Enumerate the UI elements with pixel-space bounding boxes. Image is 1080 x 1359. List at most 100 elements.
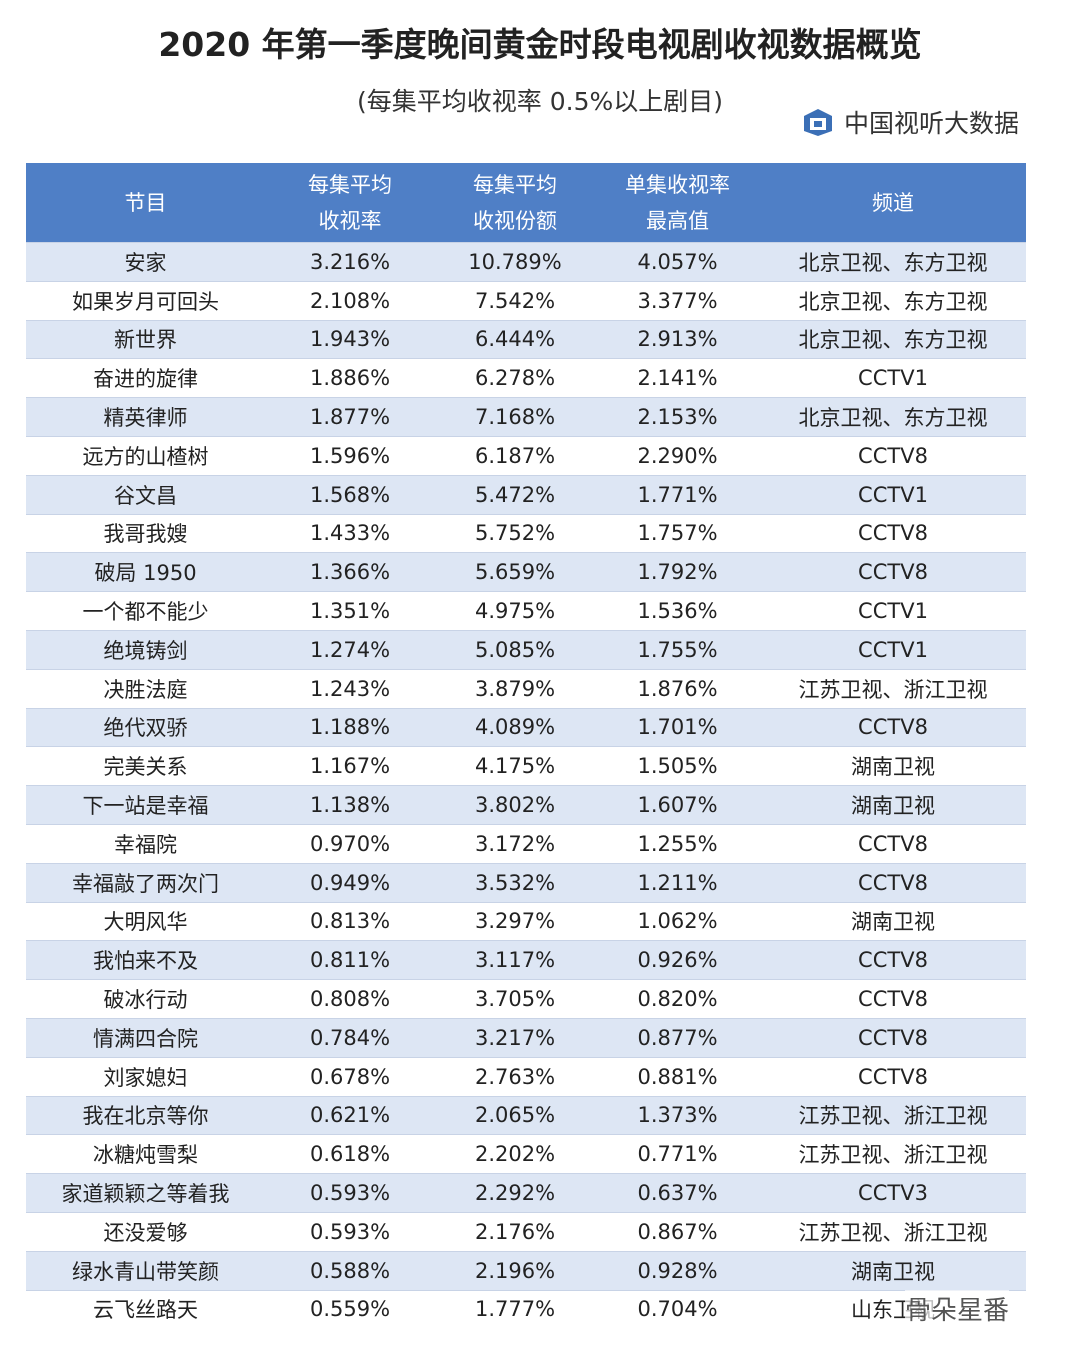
table-cell: 1.211% bbox=[595, 862, 760, 903]
table-cell: 3.216% bbox=[265, 242, 435, 282]
table-row: 绝境铸剑 1.274% 5.085% 1.755% CCTV1 bbox=[26, 629, 1026, 670]
table-cell: CCTV1 bbox=[760, 591, 1026, 631]
table-cell: 2.196% bbox=[435, 1250, 595, 1291]
table-cell: 冰糖炖雪梨 bbox=[26, 1134, 265, 1174]
table-cell: 我在北京等你 bbox=[26, 1095, 265, 1135]
table-cell: 7.542% bbox=[435, 280, 595, 321]
table-row: 完美关系 1.167% 4.175% 1.505% 湖南卫视 bbox=[26, 746, 1026, 786]
table-cell: 5.085% bbox=[435, 629, 595, 670]
table-cell: 1.243% bbox=[265, 668, 435, 709]
table-cell: CCTV1 bbox=[760, 358, 1026, 398]
table-cell: 大明风华 bbox=[26, 901, 265, 941]
column-header: 频道 bbox=[760, 163, 1026, 243]
table-cell: 2.763% bbox=[435, 1056, 595, 1097]
table-cell: 1.255% bbox=[595, 823, 760, 864]
table-cell: 0.559% bbox=[265, 1289, 435, 1329]
header-line: 每集平均 bbox=[308, 172, 392, 197]
table-cell: 破局 1950 bbox=[26, 552, 265, 592]
table-cell: CCTV8 bbox=[760, 862, 1026, 903]
table-cell: 0.808% bbox=[265, 979, 435, 1019]
table-cell: 家道颖颖之等着我 bbox=[26, 1173, 265, 1213]
table-cell: 4.175% bbox=[435, 746, 595, 786]
table-cell: 破冰行动 bbox=[26, 979, 265, 1019]
table-row: 我怕来不及 0.811% 3.117% 0.926% CCTV8 bbox=[26, 940, 1026, 980]
table-cell: 3.377% bbox=[595, 280, 760, 321]
table-cell: 1.596% bbox=[265, 435, 435, 476]
table-cell: 1.062% bbox=[595, 901, 760, 941]
table-row: 我哥我嫂 1.433% 5.752% 1.757% CCTV8 bbox=[26, 513, 1026, 553]
table-cell: 2.108% bbox=[265, 280, 435, 321]
table-row: 奋进的旋律 1.886% 6.278% 2.141% CCTV1 bbox=[26, 358, 1026, 398]
table-cell: 0.588% bbox=[265, 1250, 435, 1291]
header-line: 最高值 bbox=[646, 208, 709, 233]
table-cell: CCTV1 bbox=[760, 629, 1026, 670]
table-cell: 0.678% bbox=[265, 1056, 435, 1097]
column-header: 每集平均 收视份额 bbox=[435, 163, 595, 243]
subtitle: (每集平均收视率 0.5%以上剧目) bbox=[357, 87, 723, 116]
table-cell: 0.867% bbox=[595, 1211, 760, 1252]
table-cell: 0.926% bbox=[595, 940, 760, 980]
header-line: 每集平均 bbox=[473, 172, 557, 197]
table-cell: 下一站是幸福 bbox=[26, 785, 265, 825]
table-cell: 2.141% bbox=[595, 358, 760, 398]
table-cell: 2.292% bbox=[435, 1173, 595, 1213]
table-row: 下一站是幸福 1.138% 3.802% 1.607% 湖南卫视 bbox=[26, 785, 1026, 825]
table-cell: 完美关系 bbox=[26, 746, 265, 786]
source: 中国视听大数据 bbox=[802, 104, 1019, 140]
table-cell: CCTV3 bbox=[760, 1173, 1026, 1213]
table-cell: 0.813% bbox=[265, 901, 435, 941]
table-cell: CCTV8 bbox=[760, 513, 1026, 553]
table-row: 决胜法庭 1.243% 3.879% 1.876% 江苏卫视、浙江卫视 bbox=[26, 668, 1026, 709]
table-cell: 北京卫视、东方卫视 bbox=[760, 397, 1026, 437]
header-line: 单集收视率 bbox=[625, 172, 730, 197]
table-cell: 3.802% bbox=[435, 785, 595, 825]
table-cell: 精英律师 bbox=[26, 397, 265, 437]
table-cell: 0.621% bbox=[265, 1095, 435, 1135]
table-row: 新世界 1.943% 6.444% 2.913% 北京卫视、东方卫视 bbox=[26, 319, 1026, 359]
table-cell: 绝代双骄 bbox=[26, 707, 265, 747]
table-cell: 1.536% bbox=[595, 591, 760, 631]
table-cell: 0.811% bbox=[265, 940, 435, 980]
table-cell: 安家 bbox=[26, 242, 265, 282]
table-row: 我在北京等你 0.621% 2.065% 1.373% 江苏卫视、浙江卫视 bbox=[26, 1095, 1026, 1135]
table-cell: 10.789% bbox=[435, 242, 595, 282]
table-cell: 3.879% bbox=[435, 668, 595, 709]
table-cell: 幸福院 bbox=[26, 823, 265, 864]
table-cell: 6.278% bbox=[435, 358, 595, 398]
table-cell: 1.505% bbox=[595, 746, 760, 786]
table-cell: 0.928% bbox=[595, 1250, 760, 1291]
table-cell: 1.167% bbox=[265, 746, 435, 786]
table-cell: 1.433% bbox=[265, 513, 435, 553]
table-cell: 1.188% bbox=[265, 707, 435, 747]
source-text: 中国视听大数据 bbox=[844, 109, 1020, 138]
table-cell: 1.701% bbox=[595, 707, 760, 747]
table-cell: 0.593% bbox=[265, 1211, 435, 1252]
table-cell: 奋进的旋律 bbox=[26, 358, 265, 398]
table-cell: CCTV8 bbox=[760, 1056, 1026, 1097]
table-cell: 3.705% bbox=[435, 979, 595, 1019]
table-cell: 3.297% bbox=[435, 901, 595, 941]
table-cell: CCTV8 bbox=[760, 823, 1026, 864]
table-cell: 2.913% bbox=[595, 319, 760, 359]
table-cell: 新世界 bbox=[26, 319, 265, 359]
table-cell: 1.373% bbox=[595, 1095, 760, 1135]
table-cell: 情满四合院 bbox=[26, 1017, 265, 1058]
table-cell: 0.637% bbox=[595, 1173, 760, 1213]
table-cell: 0.784% bbox=[265, 1017, 435, 1058]
table-cell: 1.777% bbox=[435, 1289, 595, 1329]
table-cell: 云飞丝路天 bbox=[26, 1289, 265, 1329]
watermark: 骨朵星番 bbox=[905, 1290, 1010, 1327]
table-row: 家道颖颖之等着我 0.593% 2.292% 0.637% CCTV3 bbox=[26, 1173, 1026, 1213]
header-line: 频道 bbox=[872, 190, 914, 215]
table-row: 破局 1950 1.366% 5.659% 1.792% CCTV8 bbox=[26, 552, 1026, 592]
table-cell: 3.172% bbox=[435, 823, 595, 864]
table-row: 绝代双骄 1.188% 4.089% 1.701% CCTV8 bbox=[26, 707, 1026, 747]
table-row: 破冰行动 0.808% 3.705% 0.820% CCTV8 bbox=[26, 979, 1026, 1019]
table-row: 冰糖炖雪梨 0.618% 2.202% 0.771% 江苏卫视、浙江卫视 bbox=[26, 1134, 1026, 1174]
table-row: 云飞丝路天 0.559% 1.777% 0.704% 山东卫视 bbox=[26, 1289, 1026, 1329]
table-cell: 北京卫视、东方卫视 bbox=[760, 319, 1026, 359]
table-cell: 绝境铸剑 bbox=[26, 629, 265, 670]
table-cell: 5.752% bbox=[435, 513, 595, 553]
table-cell: 绿水青山带笑颜 bbox=[26, 1250, 265, 1291]
